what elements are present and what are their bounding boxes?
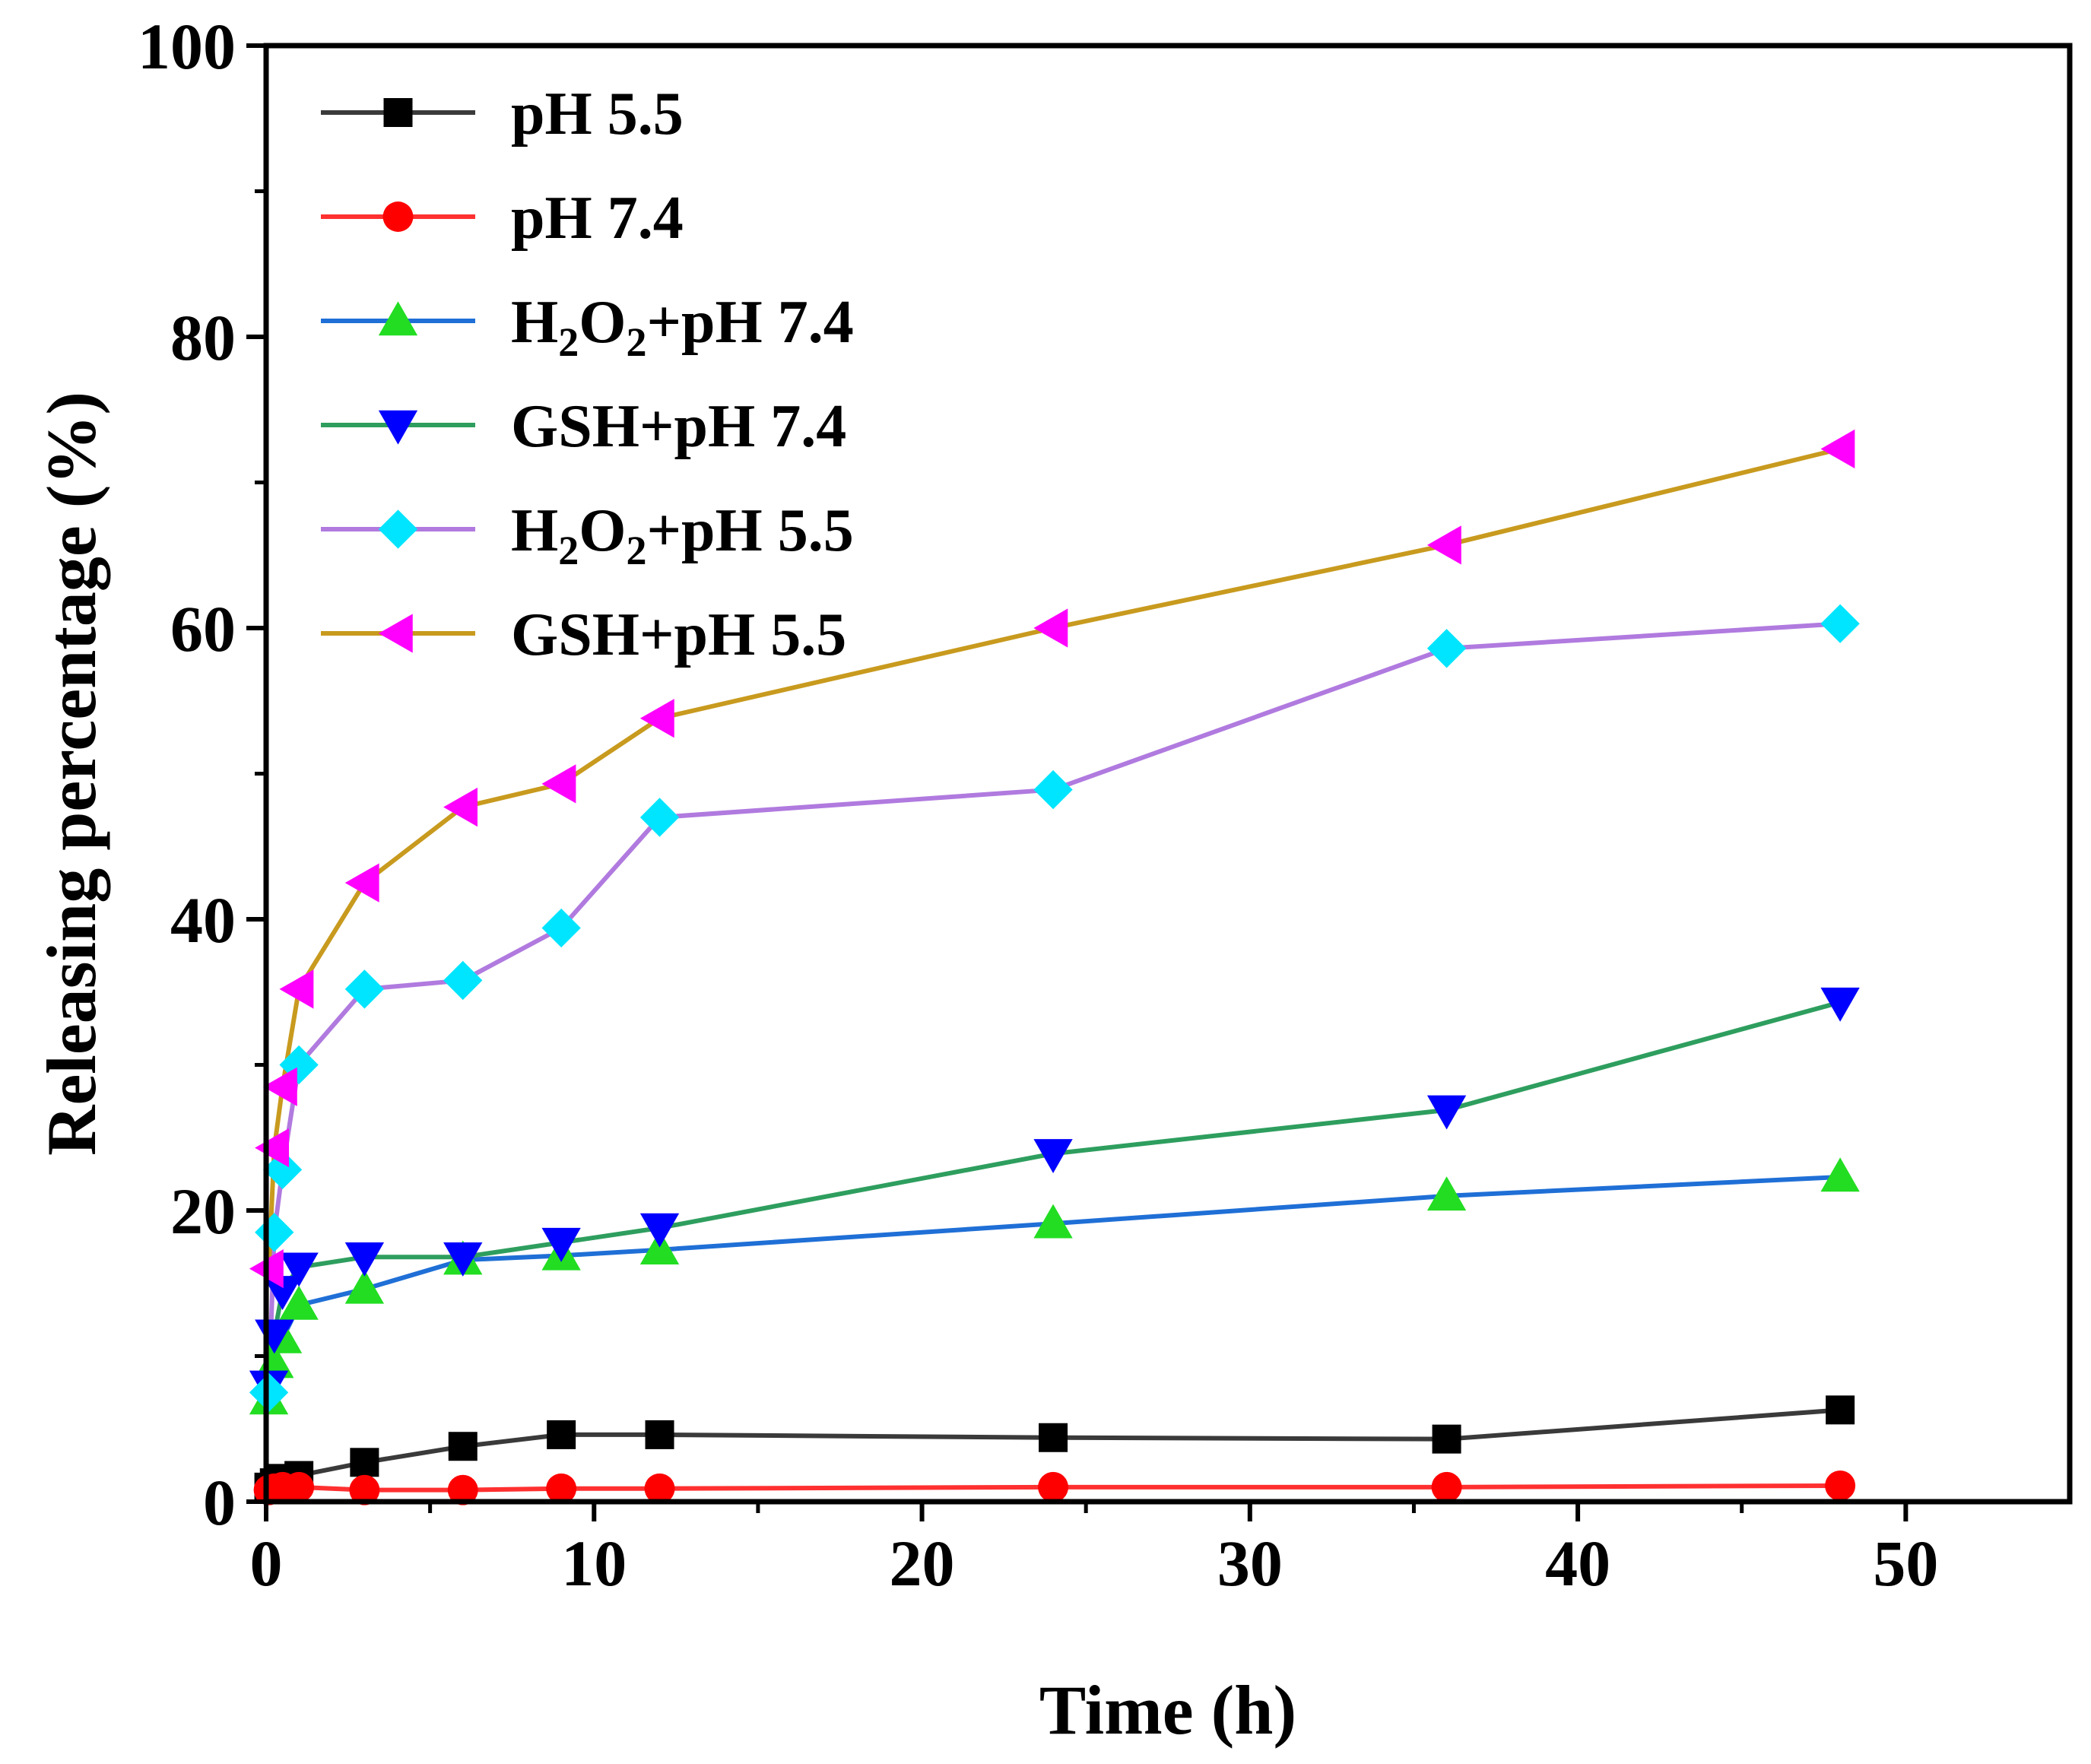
data-point xyxy=(1033,1204,1073,1239)
legend-marker xyxy=(378,509,418,549)
y-tick-label: 40 xyxy=(170,884,236,957)
legend-label: H2O2+pH 7.4 xyxy=(511,289,854,365)
data-point xyxy=(639,1213,680,1248)
markers-gsh-ph-7-4 xyxy=(249,987,1860,1405)
legend-item: H2O2+pH 5.5 xyxy=(321,497,854,573)
data-point xyxy=(1825,1470,1856,1501)
series-line xyxy=(266,1000,1841,1386)
data-point xyxy=(447,1474,478,1505)
data-point xyxy=(255,1128,290,1168)
data-point xyxy=(262,1067,297,1106)
legend-label: GSH+pH 7.4 xyxy=(511,393,846,460)
data-point xyxy=(344,1269,385,1304)
data-point xyxy=(262,1276,303,1310)
legend-marker xyxy=(378,301,418,336)
x-tick-label: 20 xyxy=(890,1527,955,1600)
data-point xyxy=(541,1227,581,1262)
data-point xyxy=(1820,604,1860,643)
data-point xyxy=(1038,1471,1069,1502)
data-point xyxy=(645,1420,674,1449)
markers-h2o2-ph-5-5 xyxy=(249,604,1860,1413)
data-point xyxy=(349,1474,380,1505)
data-point xyxy=(1033,1139,1073,1173)
data-point xyxy=(541,764,576,804)
data-point xyxy=(639,798,680,837)
legend: pH 5.5 pH 7.4 H2O2+pH 7.4 GSH+pH 7.4 H2O2+pH… xyxy=(321,81,854,668)
data-point xyxy=(279,969,314,1009)
data-point xyxy=(1039,1423,1068,1452)
x-tick-label: 30 xyxy=(1217,1527,1283,1600)
x-tick-label: 0 xyxy=(250,1527,283,1600)
data-point xyxy=(262,1150,303,1190)
y-tick-label: 20 xyxy=(170,1175,236,1248)
data-point xyxy=(350,1448,379,1477)
data-point xyxy=(344,969,385,1009)
series-line xyxy=(266,621,1841,1393)
markers-ph-7-4 xyxy=(253,1470,1856,1505)
data-point xyxy=(1033,769,1073,810)
data-point xyxy=(1426,629,1467,668)
data-point xyxy=(1426,1176,1467,1211)
data-point xyxy=(1426,1095,1467,1130)
data-point xyxy=(448,1432,478,1461)
y-tick-label: 100 xyxy=(138,10,236,83)
y-tick-label: 60 xyxy=(170,592,236,665)
series-layer xyxy=(249,429,1860,1505)
data-point xyxy=(443,787,478,827)
y-tick-label: 0 xyxy=(203,1466,236,1539)
data-point xyxy=(284,1471,315,1502)
legend-marker xyxy=(383,98,413,127)
legend-marker xyxy=(382,201,414,232)
data-point xyxy=(1820,1157,1860,1192)
x-tick-label: 40 xyxy=(1545,1527,1610,1600)
series-h2o2-ph-5-5 xyxy=(266,621,1841,1393)
legend-item: GSH+pH 5.5 xyxy=(321,601,846,668)
ticks-layer: 0 10 20 30 40 50 0 20 40 60 80 100 xyxy=(138,10,1938,1600)
data-point xyxy=(344,1242,385,1277)
data-point xyxy=(443,1242,483,1277)
data-point xyxy=(279,1252,319,1287)
data-point xyxy=(255,1213,294,1252)
legend-marker xyxy=(378,410,418,445)
y-axis-label: Releasing percentage (%) xyxy=(33,392,110,1156)
series-gsh-ph-7-4 xyxy=(266,1000,1841,1386)
data-point xyxy=(546,1473,577,1504)
data-point xyxy=(1820,987,1860,1022)
data-point xyxy=(249,1372,289,1413)
legend-label: pH 7.4 xyxy=(511,185,684,252)
y-tick-label: 80 xyxy=(170,301,236,374)
legend-label: pH 5.5 xyxy=(511,81,684,148)
data-point xyxy=(344,863,379,903)
legend-marker xyxy=(378,614,413,653)
data-point xyxy=(279,1285,319,1320)
plot-frame xyxy=(263,43,2073,1505)
x-tick-label: 50 xyxy=(1873,1527,1938,1600)
x-axis-label: Time (h) xyxy=(1039,1671,1296,1749)
legend-label: H2O2+pH 5.5 xyxy=(511,497,854,573)
data-point xyxy=(1033,608,1068,648)
legend-item: H2O2+pH 7.4 xyxy=(321,289,854,365)
legend-item: GSH+pH 7.4 xyxy=(321,393,846,460)
data-point xyxy=(547,1420,576,1449)
x-tick-label: 10 xyxy=(561,1527,627,1600)
legend-item: pH 7.4 xyxy=(321,185,684,252)
data-point xyxy=(541,908,581,948)
data-point xyxy=(639,699,674,738)
data-point xyxy=(1432,1424,1461,1454)
legend-item: pH 5.5 xyxy=(321,81,684,148)
data-point xyxy=(644,1473,675,1504)
data-point xyxy=(443,960,483,1001)
data-point xyxy=(1431,1471,1462,1502)
markers-h2o2-ph-7-4 xyxy=(249,1157,1860,1415)
data-point xyxy=(1426,525,1461,565)
data-point xyxy=(1820,429,1855,469)
legend-label: GSH+pH 5.5 xyxy=(511,601,846,668)
data-point xyxy=(1826,1395,1855,1425)
